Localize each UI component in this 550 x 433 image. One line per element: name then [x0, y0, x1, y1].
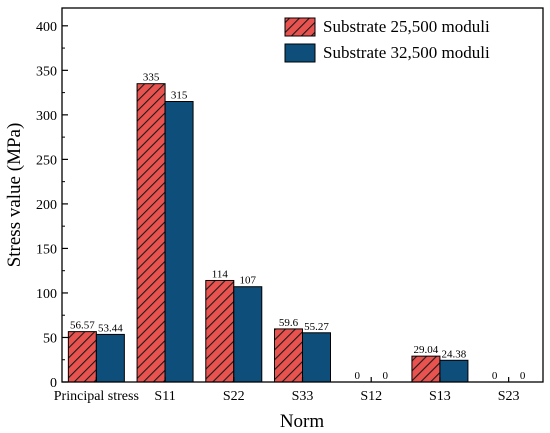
legend-label: Substrate 25,500 moduli: [323, 17, 490, 36]
data-label: 114: [212, 268, 229, 280]
legend-swatch: [284, 17, 316, 37]
x-tick-label: S22: [223, 389, 245, 404]
y-tick-label: 250: [36, 153, 57, 168]
bar-substrate-25500: [67, 331, 97, 383]
data-label: 0: [354, 370, 360, 382]
bar-substrate-25500: [205, 279, 235, 383]
data-label: 0: [520, 370, 526, 382]
bar-substrate-32500: [439, 359, 469, 383]
bar-substrate-25500: [274, 328, 303, 383]
y-tick-label: 100: [36, 287, 57, 302]
legend: Substrate 25,500 moduli Substrate 32,500 …: [284, 17, 490, 63]
data-label: 29.04: [414, 344, 439, 356]
data-label: 24.38: [442, 348, 467, 360]
data-label: 59.6: [279, 317, 299, 329]
data-label: 315: [171, 90, 188, 102]
x-tick-label: Principal stress: [54, 389, 139, 404]
y-tick-label: 350: [36, 64, 57, 79]
legend-swatch: [284, 43, 316, 63]
x-tick-label: S12: [360, 389, 382, 404]
data-label: 56.57: [70, 320, 95, 332]
data-label: 335: [143, 72, 160, 84]
bar-substrate-32500: [164, 101, 194, 383]
bar-substrate-25500: [411, 355, 441, 383]
legend-label: Substrate 32,500 moduli: [323, 43, 490, 62]
y-tick-label: 300: [36, 109, 57, 124]
y-tick-label: 0: [50, 376, 57, 391]
x-tick-label: S33: [292, 389, 314, 404]
data-label: 107: [240, 275, 257, 287]
x-tick-label: S13: [429, 389, 451, 404]
y-tick-label: 400: [36, 20, 57, 35]
plot-frame: [61, 7, 544, 383]
y-tick-label: 200: [36, 198, 57, 213]
y-tick-label: 50: [43, 331, 57, 346]
data-label: 0: [382, 370, 388, 382]
y-axis-title: Stress value (MPa): [4, 123, 25, 268]
data-label: 53.44: [98, 322, 123, 334]
bar-substrate-32500: [302, 332, 331, 383]
x-tick-label: S23: [498, 389, 520, 404]
y-tick-label: 150: [36, 242, 57, 257]
data-label: 0: [492, 370, 498, 382]
data-label: 55.27: [304, 321, 329, 333]
x-tick-label: S11: [154, 389, 175, 404]
bar-substrate-32500: [95, 333, 125, 383]
x-axis-title: Norm: [280, 411, 325, 432]
bar-substrate-25500: [136, 83, 166, 383]
bar-substrate-32500: [233, 286, 263, 383]
